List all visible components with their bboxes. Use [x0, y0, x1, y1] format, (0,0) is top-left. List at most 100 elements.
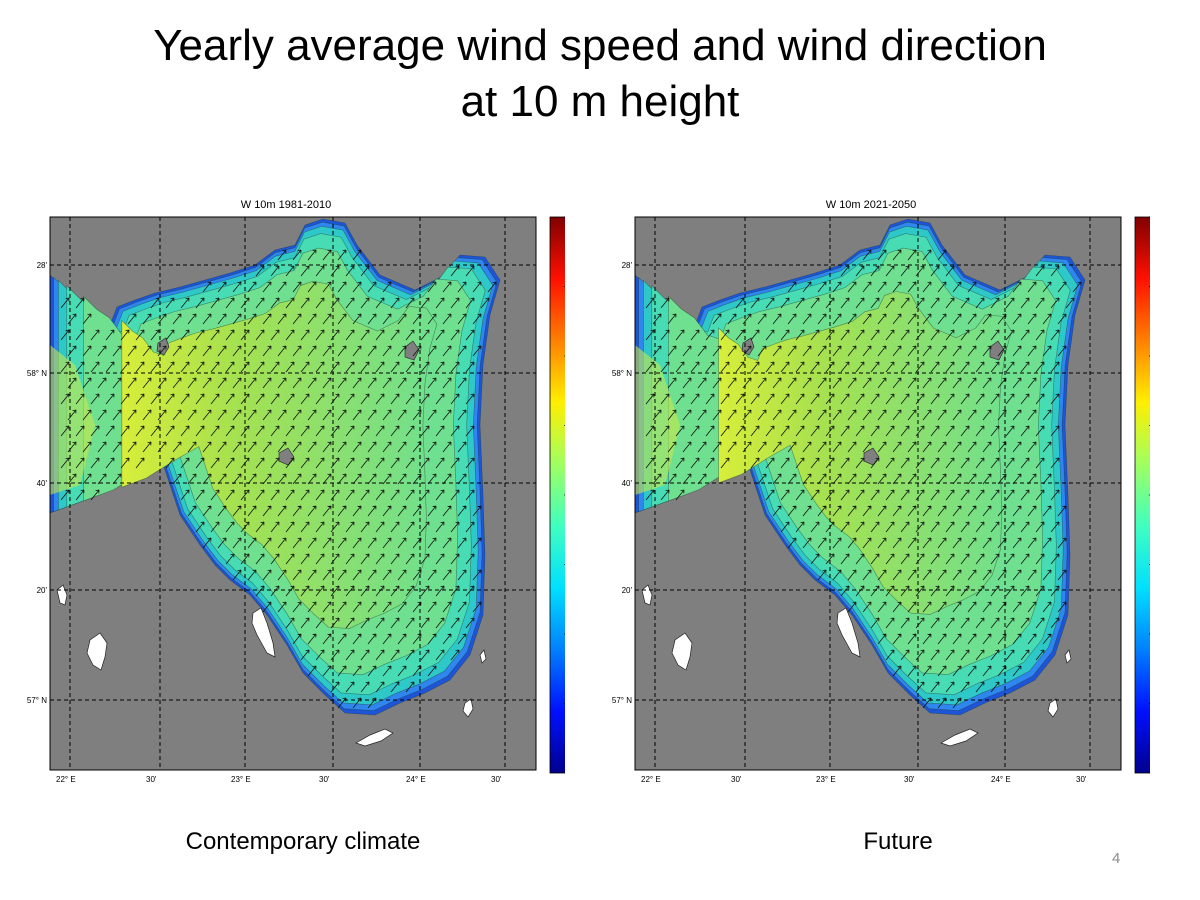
wind-arrow — [277, 505, 287, 517]
wind-arrow — [345, 553, 355, 565]
wind-arrow — [915, 329, 925, 341]
wind-arrow — [922, 569, 932, 581]
wind-arrow — [960, 521, 970, 533]
wind-arrow — [930, 393, 940, 405]
wind-arrow — [765, 489, 775, 501]
wind-arrow — [165, 457, 175, 469]
island — [671, 632, 693, 671]
wind-arrow — [667, 441, 677, 453]
wind-arrow — [472, 601, 482, 613]
wind-arrow — [802, 377, 812, 389]
wind-arrow — [435, 617, 445, 629]
wind-arrow — [1020, 393, 1030, 405]
plot-title: W 10m 2021-2050 — [826, 199, 917, 211]
wind-arrow — [307, 441, 317, 453]
wind-arrow — [450, 329, 460, 341]
wind-arrow — [847, 537, 857, 549]
wind-arrow — [1012, 569, 1022, 581]
wind-arrow — [435, 457, 445, 469]
wind-arrow — [937, 537, 947, 549]
wind-arrow — [750, 329, 760, 341]
wind-arrow — [1027, 633, 1037, 645]
wind-arrow — [735, 329, 745, 341]
wind-arrow — [322, 633, 332, 645]
wind-arrow — [705, 329, 715, 341]
wind-arrow — [712, 377, 722, 389]
wind-arrow — [1042, 537, 1052, 549]
wind-arrow — [892, 473, 902, 485]
wind-arrow — [450, 361, 460, 373]
wind-arrow — [450, 297, 460, 309]
wind-arrow — [975, 297, 985, 309]
wind-arrow — [292, 601, 302, 613]
wind-arrow — [255, 489, 265, 501]
wind-arrow — [390, 425, 400, 437]
wind-arrow — [892, 249, 902, 261]
colorbar — [1134, 216, 1154, 774]
lat-tick-label: 40' — [622, 479, 633, 488]
wind-arrow — [855, 585, 865, 597]
wind-arrow — [382, 473, 392, 485]
wind-arrow — [735, 393, 745, 405]
wind-arrow — [300, 425, 310, 437]
wind-arrow — [270, 329, 280, 341]
wind-arrow — [742, 441, 752, 453]
wind-arrow — [675, 489, 685, 501]
wind-arrow — [442, 633, 452, 645]
wind-arrow — [195, 425, 205, 437]
wind-arrow — [307, 249, 317, 261]
wind-arrow — [210, 521, 220, 533]
wind-arrow — [862, 313, 872, 325]
wind-arrow — [1027, 473, 1037, 485]
wind-arrow — [465, 361, 475, 373]
wind-arrow — [202, 345, 212, 357]
wind-arrow — [337, 281, 347, 293]
lon-tick-label: 24° E — [991, 775, 1011, 784]
wind-arrow — [442, 601, 452, 613]
wind-arrow — [787, 377, 797, 389]
wind-arrow — [660, 297, 670, 309]
wind-arrow — [255, 553, 265, 565]
wind-arrow — [892, 377, 902, 389]
wind-arrow — [345, 521, 355, 533]
wind-arrow — [142, 409, 152, 421]
wind-arrow — [1072, 281, 1082, 293]
wind-arrow — [187, 473, 197, 485]
wind-arrow — [345, 489, 355, 501]
wind-arrow — [975, 329, 985, 341]
wind-arrow — [225, 457, 235, 469]
wind-arrow — [960, 329, 970, 341]
wind-arrow — [907, 377, 917, 389]
wind-arrow — [862, 473, 872, 485]
wind-arrow — [150, 393, 160, 405]
wind-arrow — [870, 585, 880, 597]
wind-arrow — [345, 329, 355, 341]
wind-arrow — [375, 393, 385, 405]
wind-arrow — [420, 489, 430, 501]
wind-arrow — [397, 377, 407, 389]
wind-arrow — [450, 425, 460, 437]
wind-arrow — [1027, 409, 1037, 421]
wind-arrow — [667, 345, 677, 357]
wind-arrow — [990, 361, 1000, 373]
wind-arrow — [712, 345, 722, 357]
island — [479, 649, 487, 664]
wind-arrow — [825, 329, 835, 341]
wind-arrow — [195, 329, 205, 341]
wind-arrow — [1065, 297, 1075, 309]
wind-arrow — [210, 425, 220, 437]
wind-arrow — [60, 329, 70, 341]
wind-arrow — [240, 329, 250, 341]
wind-arrow — [390, 585, 400, 597]
wind-arrow — [90, 329, 100, 341]
wind-arrow — [1020, 585, 1030, 597]
wind-arrow — [292, 281, 302, 293]
island — [940, 728, 979, 747]
wind-arrow — [787, 537, 797, 549]
wind-arrow — [382, 377, 392, 389]
wind-arrow — [975, 617, 985, 629]
wind-arrow — [810, 425, 820, 437]
wind-arrow — [727, 377, 737, 389]
lon-tick-label: 23° E — [816, 775, 836, 784]
wind-arrow — [465, 553, 475, 565]
